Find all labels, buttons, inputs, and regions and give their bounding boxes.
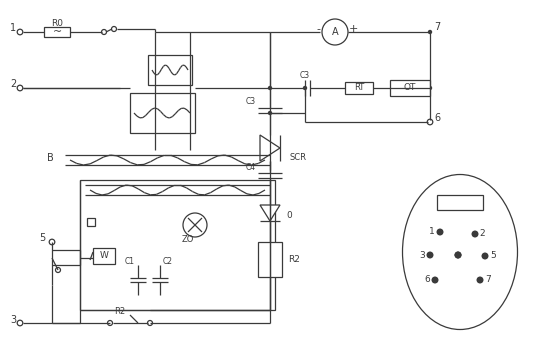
Text: 3: 3 <box>419 250 425 260</box>
Text: 1: 1 <box>429 228 435 237</box>
Circle shape <box>49 239 55 245</box>
Text: 7: 7 <box>485 276 491 285</box>
Bar <box>390 80 430 96</box>
Bar <box>148 55 192 85</box>
Text: 2: 2 <box>479 229 485 238</box>
Polygon shape <box>260 205 280 221</box>
Circle shape <box>303 86 307 90</box>
Text: C1: C1 <box>125 257 135 266</box>
Text: 5: 5 <box>490 252 496 261</box>
Text: C2: C2 <box>163 257 173 266</box>
Circle shape <box>55 268 60 273</box>
Text: C4: C4 <box>246 162 256 171</box>
Text: 1: 1 <box>10 23 16 33</box>
Circle shape <box>427 119 433 125</box>
Text: W: W <box>100 252 109 261</box>
Text: C3: C3 <box>300 71 310 79</box>
Circle shape <box>454 252 461 258</box>
Circle shape <box>454 252 461 258</box>
Circle shape <box>437 229 444 236</box>
Circle shape <box>107 320 112 325</box>
Bar <box>87 218 95 226</box>
Text: ZO: ZO <box>182 236 194 245</box>
Text: 0: 0 <box>286 210 292 219</box>
Circle shape <box>147 320 152 325</box>
Text: 5: 5 <box>39 233 45 243</box>
Bar <box>345 82 373 94</box>
Text: 2: 2 <box>10 79 16 89</box>
Text: C3: C3 <box>246 96 256 106</box>
Circle shape <box>101 29 106 35</box>
Bar <box>437 195 483 210</box>
Circle shape <box>268 111 272 115</box>
Text: -: - <box>316 24 320 34</box>
Ellipse shape <box>403 174 517 329</box>
Circle shape <box>17 29 23 35</box>
Bar <box>93 248 115 264</box>
Text: A: A <box>332 27 338 37</box>
Circle shape <box>268 86 272 90</box>
Text: 6: 6 <box>424 276 430 285</box>
Text: 7: 7 <box>434 22 440 32</box>
Circle shape <box>17 320 23 326</box>
Text: R0: R0 <box>51 19 63 28</box>
Circle shape <box>471 230 479 237</box>
Circle shape <box>183 213 207 237</box>
Text: B: B <box>47 153 53 163</box>
Text: R2: R2 <box>115 308 126 317</box>
Text: OT: OT <box>404 83 416 92</box>
Text: 6: 6 <box>434 113 440 123</box>
Circle shape <box>322 19 348 45</box>
Bar <box>44 27 70 37</box>
Circle shape <box>427 252 433 258</box>
Text: +: + <box>348 24 358 34</box>
Circle shape <box>428 86 432 90</box>
Circle shape <box>476 277 484 284</box>
Text: 3: 3 <box>10 315 16 325</box>
Bar <box>258 242 282 277</box>
Text: RT: RT <box>354 83 364 92</box>
Text: SCR: SCR <box>290 154 307 162</box>
Circle shape <box>432 277 439 284</box>
Text: R2: R2 <box>288 254 300 264</box>
Circle shape <box>17 85 23 91</box>
Circle shape <box>481 253 489 260</box>
Circle shape <box>111 27 116 32</box>
Bar <box>130 93 195 133</box>
Circle shape <box>428 30 432 34</box>
Polygon shape <box>260 135 280 161</box>
Bar <box>80 180 275 310</box>
Text: ~: ~ <box>53 27 61 37</box>
